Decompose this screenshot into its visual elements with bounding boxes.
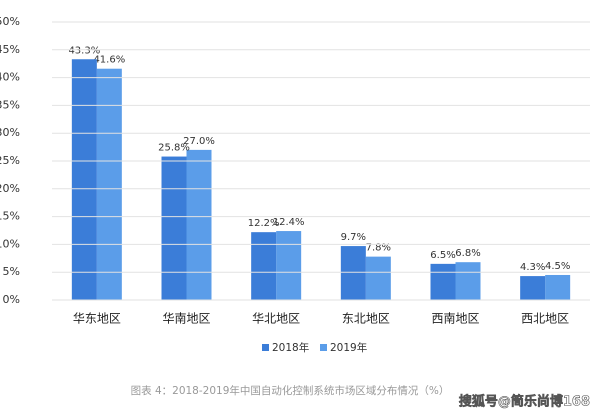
x-tick-label: 华南地区 [162,311,210,326]
data-label: 25.8% [158,143,190,154]
bar [545,274,571,300]
y-tick-label: 35% [0,98,20,111]
y-tick-label: 30% [0,126,20,139]
bar [251,232,277,300]
y-tick-label: 0% [3,293,20,306]
caption: 图表 4：2018-2019年中国自动化控制系统市场区域分布情况（%） [131,384,450,397]
bar [455,262,481,300]
data-label: 4.3% [520,262,545,273]
legend-label: 2019年 [330,341,367,354]
bar [365,256,391,300]
x-tick-label: 华北地区 [252,312,300,326]
data-label: 12.4% [273,217,305,228]
bar [161,156,187,300]
bar [276,231,302,300]
y-tick-label: 45% [0,43,20,56]
y-tick-label: 50% [0,15,20,28]
data-label: 9.7% [341,232,366,243]
data-label: 43.3% [68,45,100,56]
y-tick-label: 40% [0,71,20,84]
bar [520,276,546,300]
bar [430,263,456,300]
data-label: 4.5% [545,261,570,272]
y-tick-label: 5% [3,265,20,278]
x-tick-label: 西北地区 [521,312,569,326]
data-label: 7.8% [366,243,391,254]
legend-swatch [320,344,327,351]
data-label: 12.2% [248,218,280,229]
data-label: 27.0% [183,136,215,147]
data-label: 6.5% [430,250,455,261]
data-label: 6.8% [455,248,480,259]
x-tick-label: 东北地区 [342,312,390,326]
bar [71,59,97,300]
bar [186,149,212,300]
x-tick-label: 华东地区 [73,312,121,326]
y-tick-label: 10% [0,237,20,250]
data-label: 41.6% [93,55,125,66]
legend-swatch [262,344,269,351]
y-tick-label: 20% [0,182,20,195]
bar [340,246,366,300]
bar [96,68,122,300]
x-tick-label: 西南地区 [431,311,479,326]
legend-label: 2018年 [272,341,309,354]
watermark: 搜狐号@简乐尚博168 [459,394,590,410]
y-tick-label: 15% [0,210,20,223]
y-tick-label: 25% [0,154,20,167]
